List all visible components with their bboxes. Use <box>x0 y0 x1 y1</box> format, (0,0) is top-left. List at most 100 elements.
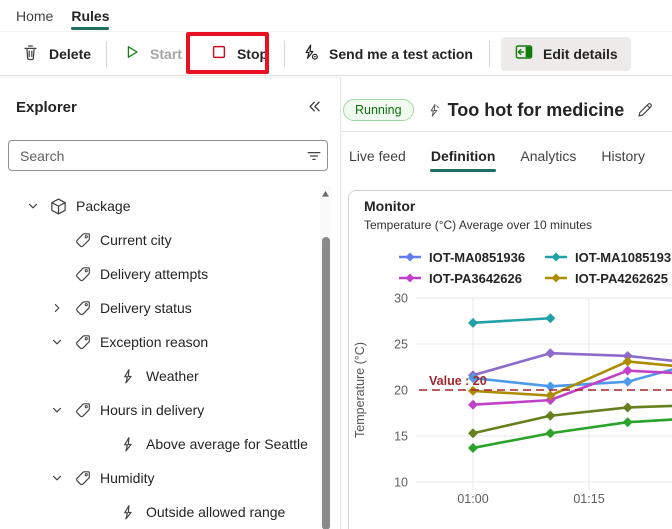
legend-marker-icon <box>399 273 421 283</box>
tree-item-package[interactable]: Package <box>0 189 318 223</box>
tree-item-label: Current city <box>100 232 172 248</box>
tree-item-delivery-attempts[interactable]: Delivery attempts <box>0 257 318 291</box>
scrollbar-thumb[interactable] <box>321 237 330 529</box>
threshold-label: Value : 20 <box>429 374 487 388</box>
series-olive[interactable] <box>468 400 672 439</box>
nav-item-rules[interactable]: Rules <box>71 0 110 31</box>
explorer-tree: Package Current city Delivery attempts Deli… <box>0 189 318 529</box>
chevron-down-icon[interactable] <box>49 334 65 350</box>
data-point-marker[interactable] <box>468 317 478 328</box>
data-point-marker[interactable] <box>545 428 556 439</box>
stop-button[interactable]: Stop <box>196 37 282 71</box>
chevron-spacer <box>95 368 111 384</box>
tag-icon <box>73 401 92 420</box>
data-point-marker[interactable] <box>545 313 556 324</box>
tree-item-delivery-status[interactable]: Delivery status <box>0 291 318 325</box>
y-tick-label: 10 <box>394 476 408 490</box>
tab-history[interactable]: History <box>601 148 645 164</box>
tag-icon <box>73 333 92 352</box>
y-tick-label: 25 <box>394 338 408 352</box>
data-point-marker[interactable] <box>622 417 633 428</box>
trash-icon <box>21 43 40 65</box>
legend-label: IOT-MA1085193 <box>575 249 672 265</box>
legend-item[interactable]: IOT-PA4262625 <box>544 268 671 288</box>
data-point-marker[interactable] <box>622 376 633 387</box>
status-badge: Running <box>343 99 414 121</box>
data-point-marker[interactable] <box>468 442 478 453</box>
data-point-marker[interactable] <box>622 356 633 367</box>
series-gold[interactable] <box>468 356 672 401</box>
data-point-marker[interactable] <box>545 381 556 392</box>
threshold-line: Value : 20 <box>419 374 672 391</box>
chevron-down-icon[interactable] <box>49 402 65 418</box>
tree-item-current-city[interactable]: Current city <box>0 223 318 257</box>
data-point-marker[interactable] <box>468 373 478 384</box>
edit-details-button[interactable]: Edit details <box>500 36 631 71</box>
tab-definition[interactable]: Definition <box>429 139 496 173</box>
play-icon <box>123 43 141 64</box>
legend-marker-icon <box>399 252 421 262</box>
tree-item-humidity[interactable]: Humidity <box>0 461 318 495</box>
tag-icon <box>73 299 92 318</box>
legend-item[interactable]: IOT-MA1085193 <box>544 247 671 267</box>
tree-item-weather[interactable]: Weather <box>0 359 318 393</box>
delete-button[interactable]: Delete <box>8 37 104 71</box>
data-point-marker[interactable] <box>622 350 633 361</box>
rule-icon <box>119 435 138 454</box>
legend-marker-icon <box>545 252 567 262</box>
data-point-marker[interactable] <box>468 399 478 410</box>
collapse-panel-button[interactable] <box>303 98 325 120</box>
tree-item-above-average-for-seattle[interactable]: Above average for Seattle <box>0 427 318 461</box>
legend-label: IOT-MA0851936 <box>429 249 526 265</box>
rule-icon <box>119 503 138 522</box>
chevron-down-icon[interactable] <box>25 198 41 214</box>
data-point-marker[interactable] <box>468 428 478 439</box>
rule-tabs: Live feed Definition Analytics History <box>349 139 645 173</box>
tree-item-hours-in-delivery[interactable]: Hours in delivery <box>0 393 318 427</box>
explorer-panel: Explorer Package Current city Delivery att… <box>0 77 341 529</box>
legend-item[interactable]: IOT-PA3642626 <box>398 268 544 288</box>
tree-item-label: Exception reason <box>100 334 209 350</box>
chevron-down-icon[interactable] <box>49 470 65 486</box>
chevron-spacer <box>49 266 65 282</box>
chevron-spacer <box>49 232 65 248</box>
legend-item[interactable]: IOT-MA0851936 <box>398 247 544 267</box>
tree-item-exception-reason[interactable]: Exception reason <box>0 325 318 359</box>
edit-panel-icon <box>514 42 534 65</box>
rule-title: Too hot for medicine <box>447 99 625 120</box>
data-point-marker[interactable] <box>622 402 633 413</box>
nav-item-home[interactable]: Home <box>16 7 54 24</box>
tree-item-label: Above average for Seattle <box>146 436 308 452</box>
series-teal[interactable] <box>468 313 556 328</box>
data-point-marker[interactable] <box>545 348 556 359</box>
tab-live-feed[interactable]: Live feed <box>349 148 406 164</box>
legend-label: IOT-PA3642626 <box>429 270 522 286</box>
tag-icon <box>73 469 92 488</box>
data-point-marker[interactable] <box>545 410 556 421</box>
tree-item-outside-allowed-range[interactable]: Outside allowed range <box>0 495 318 529</box>
x-tick-label: 01:00 <box>457 492 488 506</box>
chevron-right-icon[interactable] <box>49 300 65 316</box>
filter-icon[interactable] <box>301 148 327 164</box>
tab-analytics[interactable]: Analytics <box>520 148 577 164</box>
rule-icon <box>427 103 442 118</box>
data-point-marker[interactable] <box>468 385 478 396</box>
series-green[interactable] <box>468 413 672 453</box>
scroll-up-arrow-icon[interactable] <box>321 188 330 200</box>
edit-title-pencil-icon[interactable] <box>636 101 654 119</box>
monitor-subtitle: Temperature (°C) Average over 10 minutes <box>364 218 593 232</box>
series-purple[interactable] <box>468 348 672 381</box>
tree-scrollbar[interactable] <box>320 186 331 529</box>
tag-icon <box>73 265 92 284</box>
rule-header: Running Too hot for medicine <box>341 89 672 131</box>
send-test-action-button[interactable]: Send me a test action <box>287 37 487 71</box>
toolbar: Delete Start Stop Send me a test action <box>0 31 672 76</box>
legend-label: IOT-PA4262625 <box>575 270 668 286</box>
start-button[interactable]: Start <box>109 37 196 71</box>
tree-item-label: Package <box>76 198 131 214</box>
data-point-marker[interactable] <box>622 365 633 376</box>
search-input[interactable] <box>9 147 301 164</box>
data-point-marker[interactable] <box>545 390 556 401</box>
tree-item-label: Weather <box>146 368 199 384</box>
edit-details-label: Edit details <box>542 45 618 62</box>
